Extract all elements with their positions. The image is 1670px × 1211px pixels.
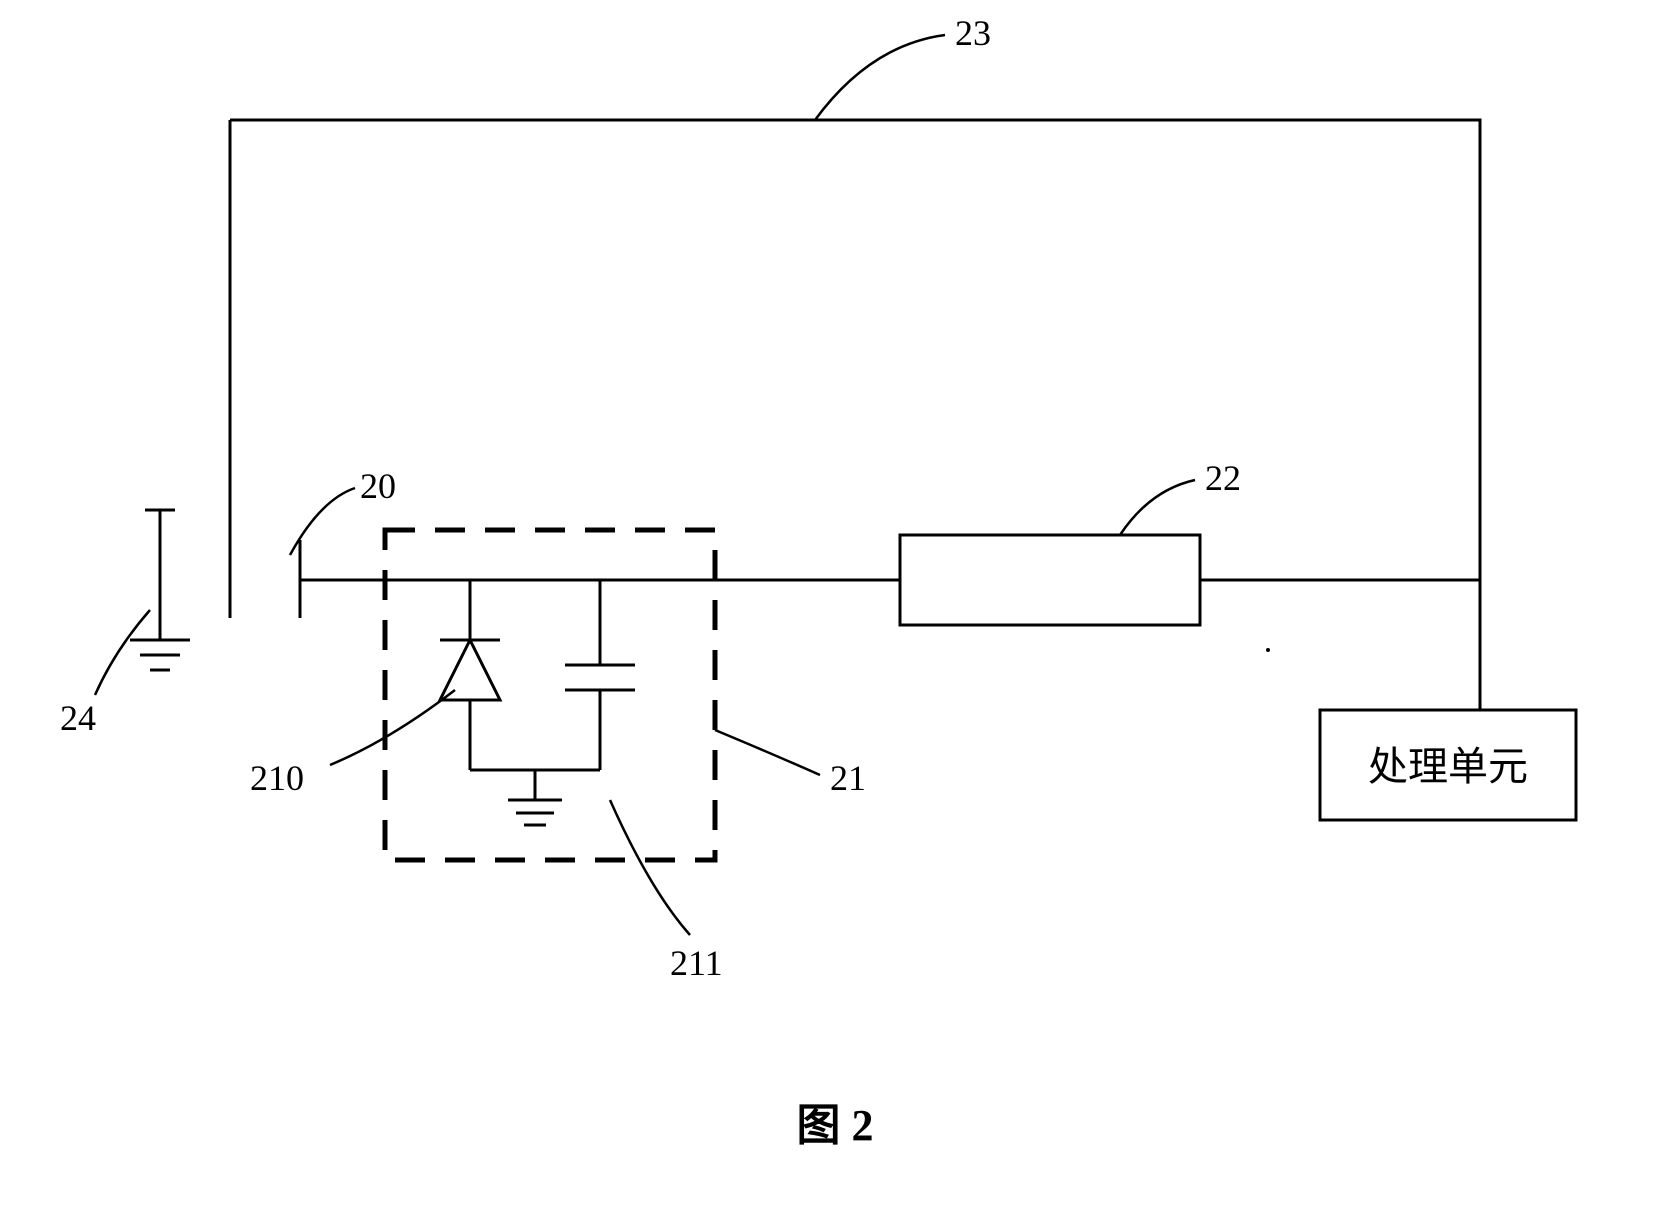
bus-23 — [230, 120, 1480, 580]
label-21: 21 — [830, 758, 866, 798]
leader-22 — [1120, 480, 1195, 535]
label-210: 210 — [250, 758, 304, 798]
leader-23 — [815, 35, 945, 120]
label-24: 24 — [60, 698, 96, 738]
leader-21 — [715, 730, 820, 775]
block-22 — [900, 535, 1200, 625]
circuit-diagram: 处理单元 23 22 20 24 210 21 211 图 2 — [0, 0, 1670, 1211]
figure-caption: 图 2 — [797, 1101, 874, 1150]
leader-210 — [330, 690, 455, 765]
label-23: 23 — [955, 13, 991, 53]
label-20: 20 — [360, 466, 396, 506]
leader-24 — [95, 610, 150, 695]
label-22: 22 — [1205, 458, 1241, 498]
diode-210 — [440, 640, 500, 700]
label-211: 211 — [670, 943, 723, 983]
leader-211 — [610, 800, 690, 935]
proc-unit-label: 处理单元 — [1368, 744, 1528, 789]
